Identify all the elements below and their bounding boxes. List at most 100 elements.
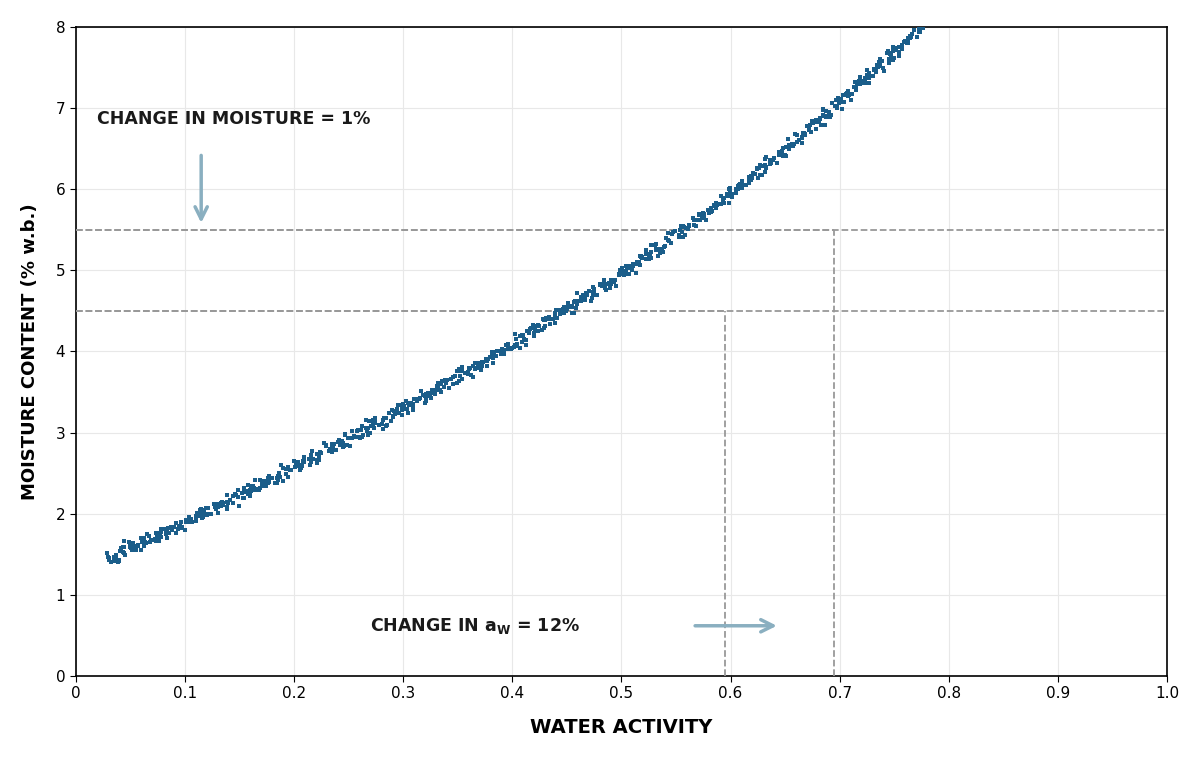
Point: [787, 136, 806, 148]
Point: [164, 521, 184, 533]
Point: [252, 478, 271, 490]
Point: [386, 406, 406, 418]
Point: [914, 22, 934, 34]
Point: [160, 522, 179, 534]
Point: [606, 280, 625, 292]
Point: [151, 531, 170, 543]
Point: [722, 190, 742, 202]
Point: [726, 183, 745, 195]
Point: [179, 511, 198, 523]
Point: [568, 287, 587, 299]
Point: [832, 92, 851, 105]
Point: [610, 268, 629, 280]
Point: [348, 425, 367, 437]
Point: [421, 387, 440, 399]
Point: [97, 547, 116, 559]
Point: [679, 219, 698, 231]
Point: [419, 390, 438, 402]
Point: [684, 215, 703, 227]
Point: [274, 462, 293, 475]
Point: [167, 517, 186, 529]
Point: [428, 377, 448, 390]
Point: [918, 14, 937, 26]
Point: [170, 520, 190, 532]
Point: [356, 414, 376, 426]
Point: [114, 547, 133, 559]
Point: [868, 59, 887, 71]
Point: [150, 528, 169, 540]
Point: [428, 382, 448, 394]
Point: [714, 197, 733, 209]
Point: [241, 480, 260, 492]
Point: [276, 463, 295, 475]
Point: [323, 441, 342, 453]
Point: [624, 258, 643, 270]
Point: [294, 455, 313, 467]
Point: [492, 347, 511, 359]
Point: [364, 418, 383, 431]
Point: [502, 342, 521, 354]
Point: [452, 364, 472, 376]
Point: [190, 504, 209, 516]
Point: [458, 368, 478, 381]
Point: [379, 406, 398, 418]
Point: [770, 147, 790, 159]
Point: [253, 475, 272, 487]
Point: [940, 0, 959, 3]
Point: [252, 479, 271, 491]
Point: [151, 526, 170, 538]
Point: [556, 305, 575, 317]
Point: [139, 531, 158, 543]
Point: [592, 280, 611, 293]
Point: [132, 532, 151, 544]
Point: [482, 350, 502, 362]
Point: [137, 528, 156, 540]
Point: [338, 432, 358, 444]
Point: [403, 402, 422, 415]
Point: [582, 296, 601, 308]
Point: [814, 104, 833, 116]
Point: [618, 261, 637, 273]
Point: [120, 536, 139, 548]
Point: [656, 240, 676, 252]
Point: [806, 115, 826, 127]
Point: [232, 487, 251, 500]
Point: [851, 78, 870, 90]
Point: [636, 248, 655, 260]
Point: [558, 301, 577, 313]
Point: [281, 464, 300, 476]
Point: [601, 278, 620, 290]
Point: [745, 168, 764, 180]
Point: [618, 268, 637, 280]
Point: [828, 102, 847, 114]
Point: [718, 188, 737, 200]
Point: [258, 472, 277, 484]
Point: [911, 20, 930, 32]
Point: [236, 484, 256, 496]
Point: [574, 290, 593, 302]
Point: [494, 344, 514, 356]
Point: [178, 513, 197, 525]
Point: [672, 226, 691, 238]
Point: [647, 244, 666, 256]
Point: [115, 540, 134, 553]
Point: [707, 202, 726, 215]
Point: [901, 31, 920, 43]
Point: [880, 53, 899, 65]
Point: [922, 1, 941, 13]
Point: [233, 493, 252, 505]
Point: [546, 311, 565, 323]
Point: [670, 231, 689, 243]
Point: [389, 399, 408, 412]
X-axis label: WATER ACTIVITY: WATER ACTIVITY: [530, 718, 713, 738]
Point: [439, 381, 458, 393]
Point: [590, 277, 610, 290]
Point: [388, 402, 407, 415]
Point: [731, 178, 750, 190]
Point: [577, 287, 596, 299]
Point: [646, 238, 665, 250]
Point: [289, 456, 308, 468]
Point: [274, 475, 293, 487]
Point: [109, 553, 128, 565]
Point: [584, 280, 604, 293]
